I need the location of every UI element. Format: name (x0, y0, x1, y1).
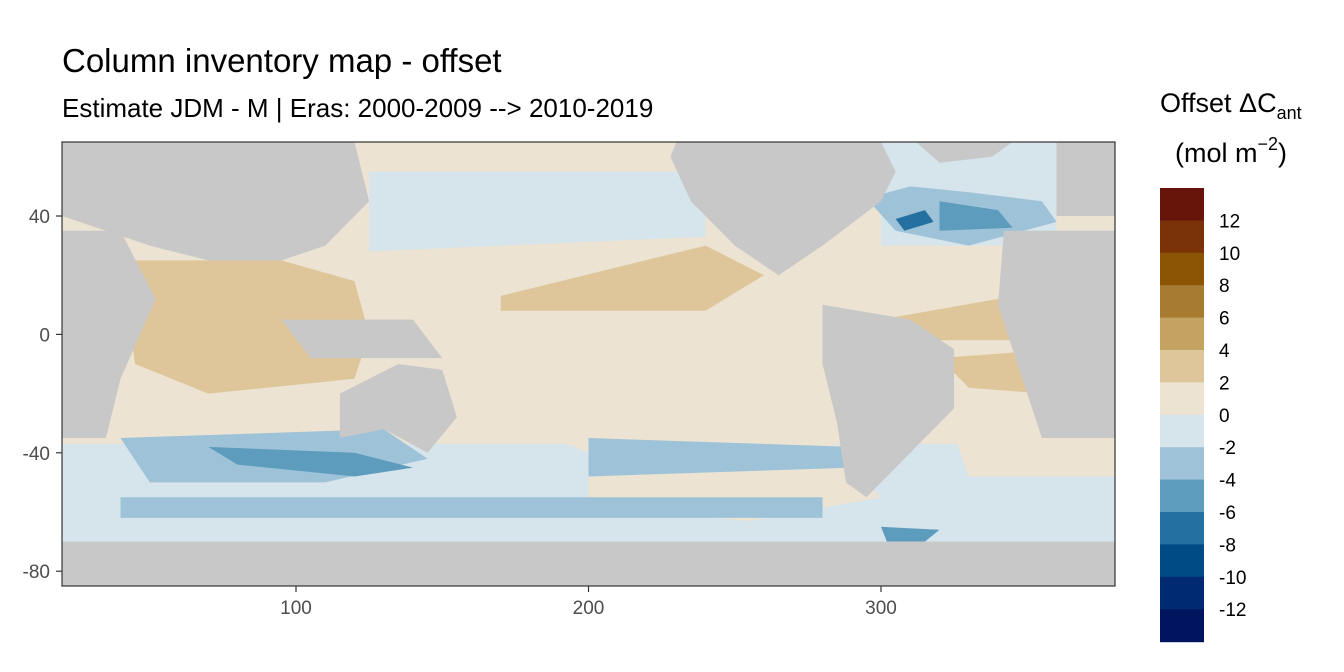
legend-bin-12 (1160, 576, 1204, 610)
ocean-zone-13 (120, 497, 823, 518)
land-mass-3 (62, 142, 370, 261)
legend-label: -4 (1219, 471, 1236, 492)
ocean-zone-4 (120, 260, 370, 394)
x-tick-label: 300 (865, 598, 897, 619)
ocean-zone-16 (881, 526, 940, 542)
legend-bin-8 (1160, 447, 1204, 481)
legend-label: 12 (1219, 211, 1240, 232)
ocean-zone-8 (369, 171, 706, 252)
legend-label: -8 (1219, 535, 1236, 556)
x-axis: 100 200 300 (280, 586, 897, 619)
legend-bin-13 (1160, 609, 1204, 643)
land-masses (62, 142, 1115, 586)
legend-bin-1 (1160, 220, 1204, 254)
ocean-zone-14 (208, 446, 413, 477)
land-mass-8 (62, 541, 1115, 586)
land-mass-9 (916, 142, 1013, 163)
legend-bin-11 (1160, 544, 1204, 578)
land-mass-6 (339, 364, 457, 453)
legend: Offset ΔCant (mol m−2) 12 10 8 6 4 2 0 -2 -4 -6 -8… (1160, 88, 1302, 643)
legend-labels: 12 10 8 6 4 2 0 -2 -4 -6 -8 -10 -12 (1219, 211, 1246, 621)
legend-color-bar (1160, 188, 1204, 643)
legend-title: Offset ΔCant (1160, 88, 1302, 123)
legend-bin-6 (1160, 382, 1204, 416)
legend-label: -10 (1219, 568, 1246, 589)
x-tick-label: 200 (573, 598, 605, 619)
ocean-zone-17 (895, 210, 934, 231)
x-tick-label: 100 (280, 598, 312, 619)
legend-bin-9 (1160, 479, 1204, 513)
legend-label: 2 (1219, 373, 1230, 394)
land-mass-4 (1056, 142, 1115, 216)
ocean-zone-1 (354, 245, 852, 453)
legend-bin-4 (1160, 317, 1204, 351)
y-axis: 40 0 -40 -80 (23, 207, 62, 583)
legend-bin-2 (1160, 252, 1204, 286)
ocean-zone-15 (939, 201, 1013, 231)
legend-bin-7 (1160, 414, 1204, 448)
land-mass-1 (822, 304, 955, 498)
chart-title: Column inventory map - offset (62, 42, 502, 79)
chart-subtitle: Estimate JDM - M | Eras: 2000-2009 --> 2… (62, 93, 654, 123)
y-tick-label: -80 (23, 562, 50, 583)
land-mass-7 (281, 319, 443, 359)
legend-bin-0 (1160, 188, 1204, 221)
ocean-zone-12 (588, 438, 852, 477)
legend-label: 8 (1219, 276, 1230, 297)
land-mass-0 (670, 142, 896, 276)
legend-label: 6 (1219, 309, 1230, 330)
legend-unit: (mol m−2) (1175, 134, 1287, 168)
legend-label: -12 (1219, 600, 1246, 621)
y-tick-label: 0 (39, 325, 50, 346)
legend-bin-3 (1160, 285, 1204, 319)
land-mass-2 (998, 230, 1115, 438)
legend-label: 4 (1219, 341, 1230, 362)
legend-label: 10 (1219, 244, 1240, 265)
legend-label: -6 (1219, 503, 1236, 524)
y-tick-label: -40 (23, 444, 50, 465)
y-tick-label: 40 (29, 207, 50, 228)
legend-bin-10 (1160, 512, 1204, 545)
legend-bin-5 (1160, 350, 1204, 383)
legend-label: -2 (1219, 438, 1236, 459)
legend-label: 0 (1219, 406, 1230, 427)
ocean-zone-5 (500, 245, 764, 311)
land-mass-5 (62, 230, 156, 438)
